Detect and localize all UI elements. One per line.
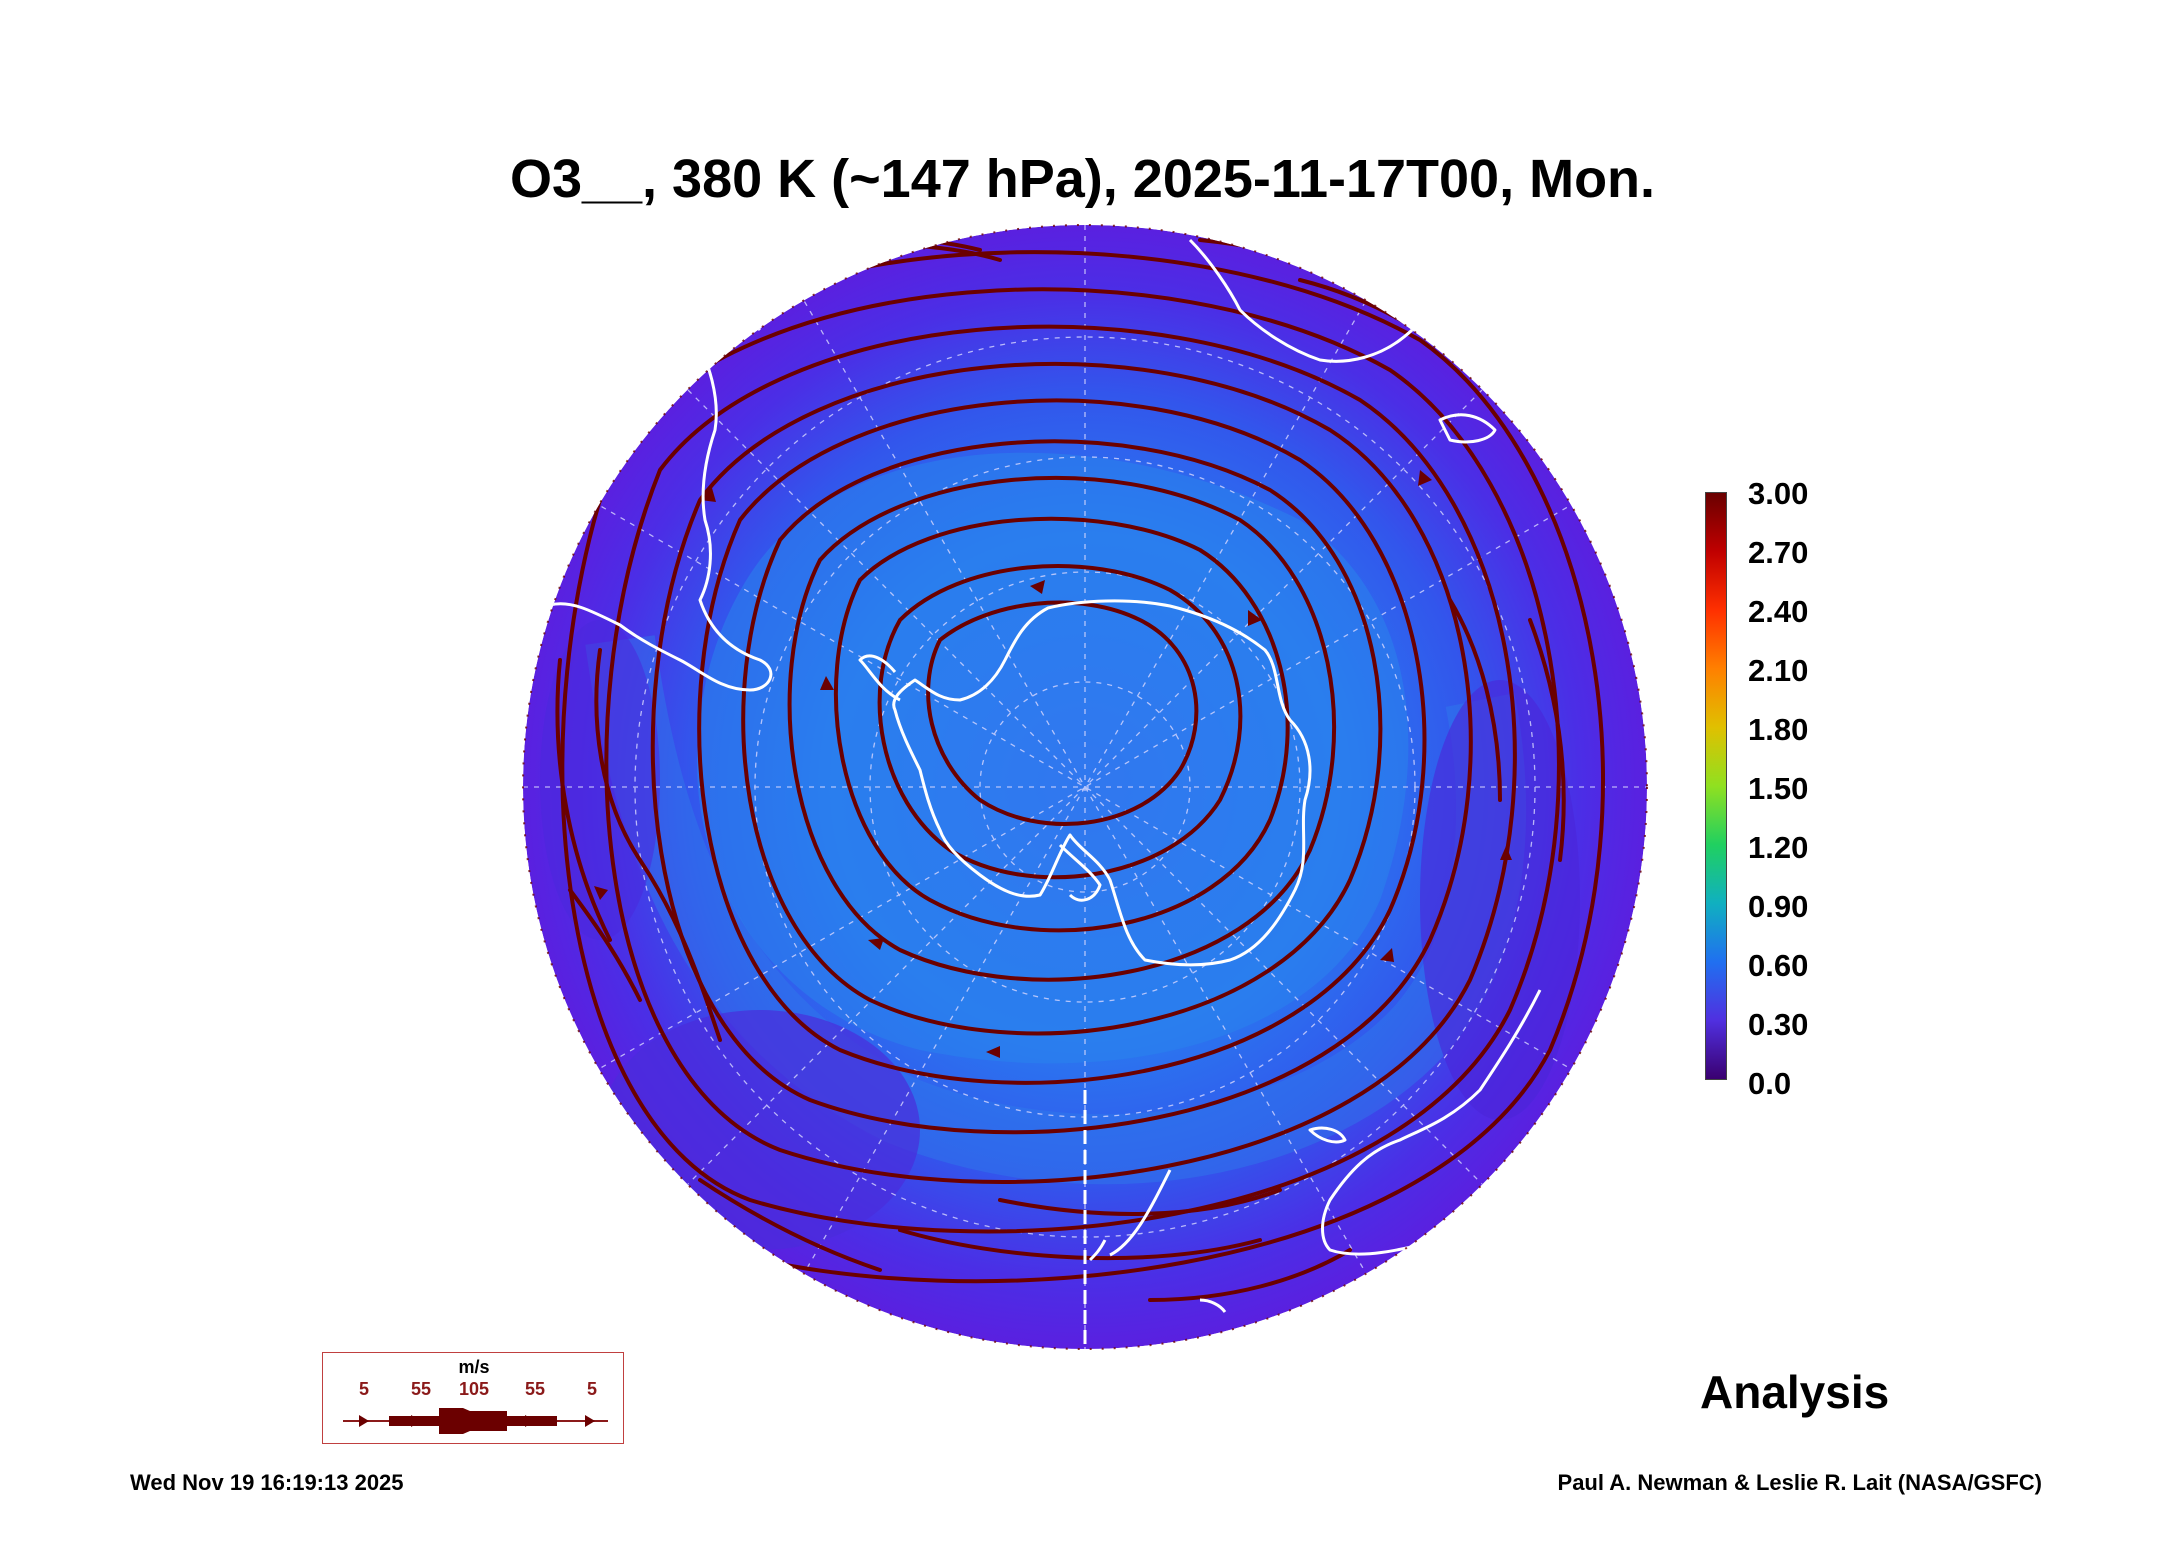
wind-value: 5 — [586, 1379, 597, 1399]
graticule — [523, 225, 1647, 1349]
colorbar-tick-label: 1.80 — [1748, 712, 1809, 747]
colorbar-tick-label: 2.40 — [1748, 594, 1809, 629]
wind-value: 5 — [358, 1379, 369, 1399]
streamline-arrows — [594, 470, 1512, 1058]
colorbar — [1705, 492, 1727, 1080]
wind-speed-legend: m/s 5 55 105 55 5 — [322, 1352, 624, 1444]
colorbar-tick-label: 0.30 — [1748, 1007, 1809, 1042]
wind-value: 55 — [410, 1379, 432, 1399]
wind-legend-arrow — [343, 1408, 608, 1434]
colorbar-tick-label: 1.50 — [1748, 771, 1809, 806]
map-title: O3__, 380 K (~147 hPa), 2025-11-17T00, M… — [509, 149, 1656, 209]
wind-value: 55 — [524, 1379, 546, 1399]
credits: Paul A. Newman & Leslie R. Lait (NASA/GS… — [1557, 1470, 2042, 1495]
timestamp: Wed Nov 19 16:19:13 2025 — [130, 1470, 404, 1495]
colorbar-tick-label: 2.70 — [1748, 535, 1809, 570]
analysis-label: Analysis — [1700, 1366, 1890, 1418]
wind-value: 105 — [458, 1379, 490, 1399]
map-boundary — [522, 224, 1648, 1350]
colorbar-tick-label: 0.60 — [1748, 948, 1809, 983]
colorbar-tick-label: 2.10 — [1748, 653, 1809, 688]
colorbar-tick-label: 1.20 — [1748, 830, 1809, 865]
wind-unit: m/s — [458, 1357, 490, 1377]
colorbar-tick-label: 0.0 — [1748, 1066, 1792, 1101]
colorbar-tick-label: 0.90 — [1748, 889, 1809, 924]
colorbar-tick-label: 3.00 — [1748, 476, 1809, 511]
